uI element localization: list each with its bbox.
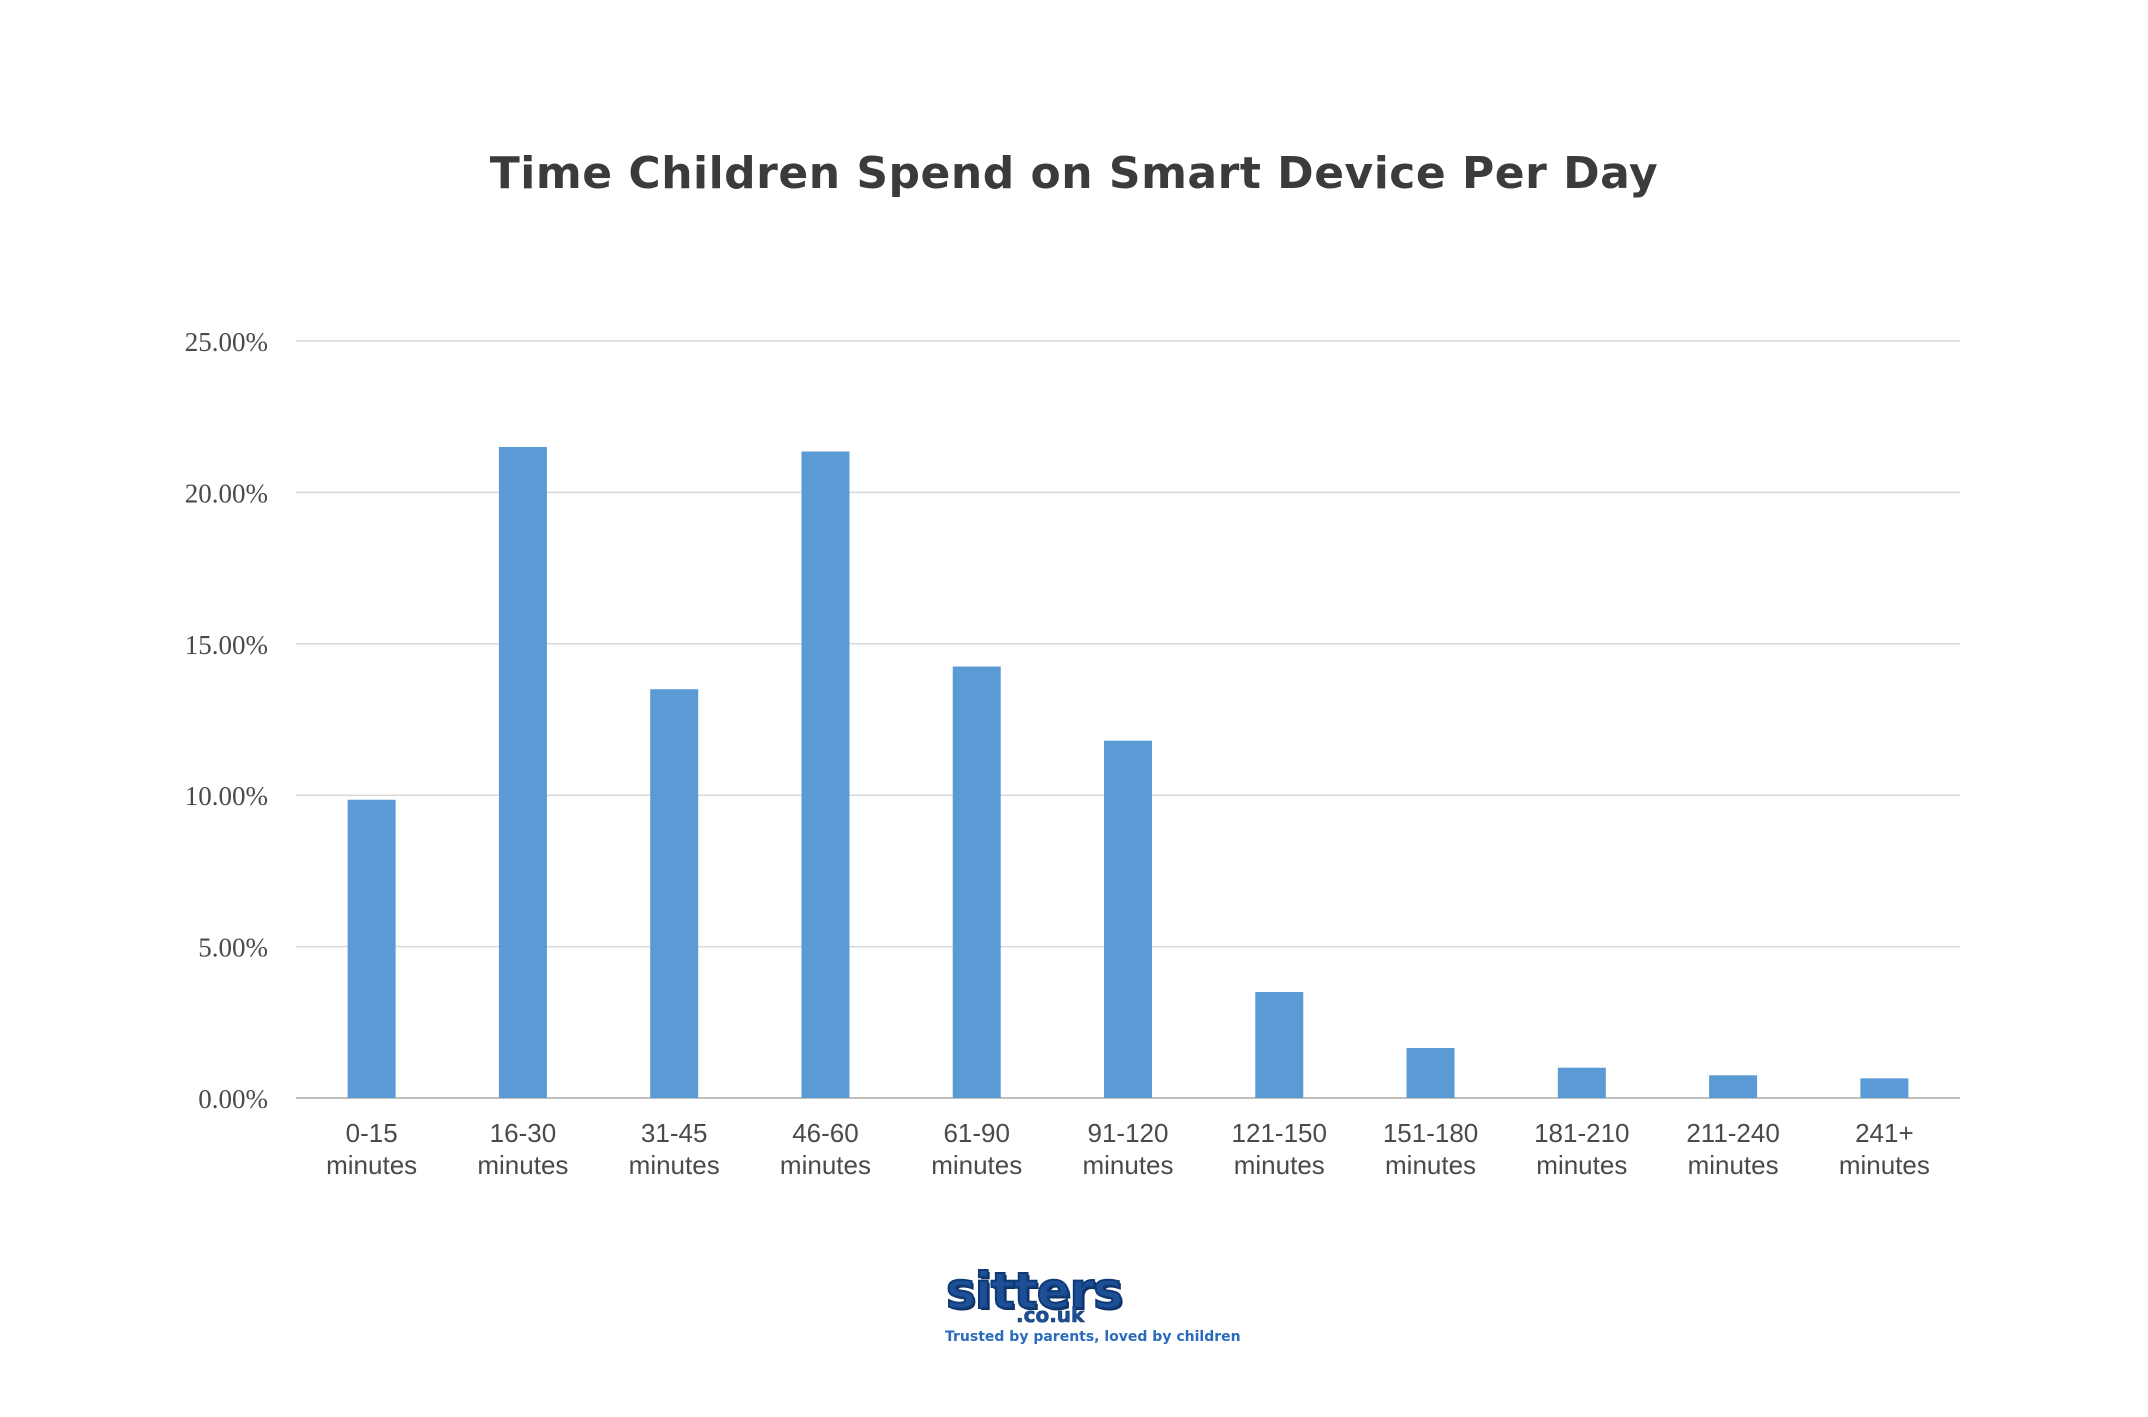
- bar: [498, 446, 547, 1099]
- x-tick-label: 181-210: [1534, 1118, 1629, 1148]
- bar: [650, 689, 699, 1098]
- x-tick-label: minutes: [1082, 1150, 1173, 1180]
- sitters-logo: sitters .co.uk Trusted by parents, loved…: [940, 1262, 1241, 1345]
- y-tick-label: 15.00%: [185, 630, 268, 660]
- x-tick-label: minutes: [1385, 1150, 1476, 1180]
- x-tick-label: minutes: [931, 1150, 1022, 1180]
- bar: [801, 451, 850, 1099]
- x-tick-label: 61-90: [943, 1118, 1010, 1148]
- y-axis-ticks: 0.00% 5.00% 10.00% 15.00% 20.00% 25.00%: [185, 327, 268, 1114]
- x-tick-label: 91-120: [1088, 1118, 1169, 1148]
- bars: [347, 446, 1909, 1099]
- logo-wordmark: sitters: [945, 1262, 1124, 1320]
- x-tick-label: minutes: [1234, 1150, 1325, 1180]
- logo-tagline: Trusted by parents, loved by children: [945, 1329, 1241, 1345]
- y-tick-label: 20.00%: [185, 478, 268, 508]
- x-tick-label: minutes: [629, 1150, 720, 1180]
- x-tick-label: 31-45: [641, 1118, 708, 1148]
- x-axis-ticks: 0-15minutes16-30minutes31-45minutes46-60…: [326, 1118, 1930, 1180]
- x-tick-label: minutes: [1839, 1150, 1930, 1180]
- y-tick-label: 25.00%: [185, 327, 268, 357]
- x-tick-label: 0-15: [346, 1118, 398, 1148]
- x-tick-label: 16-30: [490, 1118, 557, 1148]
- logo-domain: .co.uk: [1016, 1303, 1085, 1328]
- x-tick-label: 121-150: [1232, 1118, 1327, 1148]
- x-tick-label: minutes: [1688, 1150, 1779, 1180]
- x-tick-label: 151-180: [1383, 1118, 1478, 1148]
- bar: [1104, 740, 1152, 1098]
- x-tick-label: 211-240: [1686, 1118, 1780, 1148]
- y-tick-label: 10.00%: [185, 781, 268, 811]
- bar: [1709, 1075, 1758, 1098]
- bar: [952, 666, 1001, 1098]
- x-tick-label: 241+: [1855, 1118, 1914, 1148]
- x-tick-label: minutes: [477, 1150, 568, 1180]
- x-tick-label: 46-60: [792, 1118, 859, 1148]
- bar: [1255, 992, 1304, 1098]
- bar: [1557, 1067, 1606, 1098]
- y-tick-label: 0.00%: [198, 1084, 268, 1114]
- bar: [1406, 1048, 1455, 1098]
- x-tick-label: minutes: [1536, 1150, 1627, 1180]
- x-tick-label: minutes: [326, 1150, 417, 1180]
- bar: [347, 799, 396, 1098]
- x-tick-label: minutes: [780, 1150, 871, 1180]
- bar: [1860, 1078, 1909, 1098]
- chart-title: Time Children Spend on Smart Device Per …: [489, 148, 1659, 199]
- y-tick-label: 5.00%: [198, 933, 268, 963]
